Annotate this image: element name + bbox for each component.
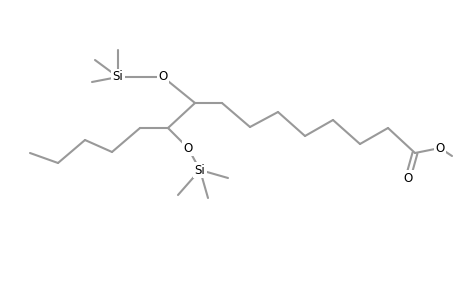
Text: O: O [403,172,412,184]
Text: Si: Si [112,70,123,83]
Text: O: O [158,70,167,83]
Text: O: O [434,142,444,154]
Text: O: O [183,142,192,154]
Text: Si: Si [194,164,205,176]
